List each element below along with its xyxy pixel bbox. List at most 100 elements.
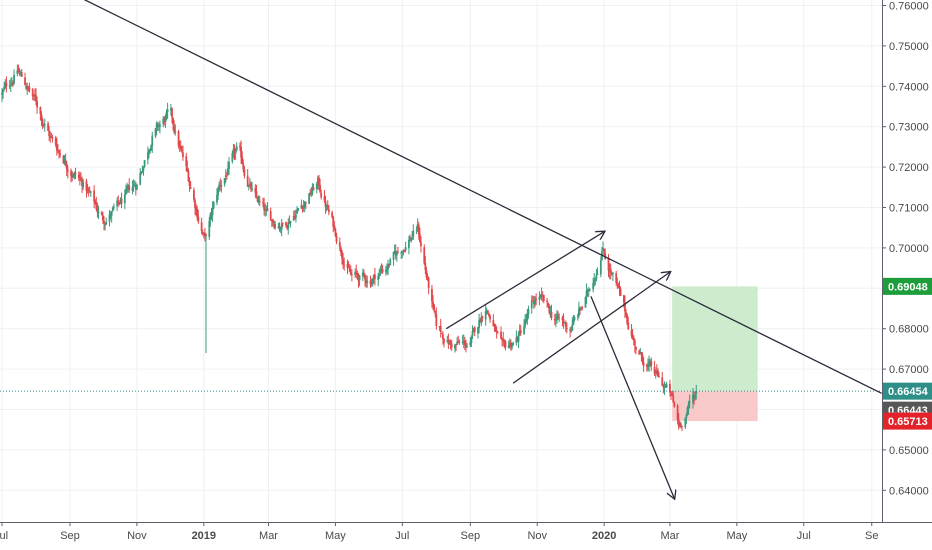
candle-body — [25, 85, 28, 89]
candle-body — [12, 83, 14, 85]
candle-body — [456, 341, 459, 345]
candle-body — [77, 174, 80, 178]
candle-body — [81, 179, 83, 187]
candle-body — [556, 315, 558, 319]
candle-body — [34, 94, 36, 97]
candle-body — [470, 336, 473, 344]
candle-body — [165, 112, 168, 118]
candle-body — [150, 145, 153, 151]
candle-body — [255, 191, 258, 196]
candle-body — [70, 170, 72, 177]
candle-body — [196, 209, 199, 218]
candle-body — [297, 208, 300, 211]
candle-body — [542, 295, 545, 301]
candle-body — [553, 318, 556, 321]
candle-body — [288, 221, 291, 224]
candle-body — [287, 222, 290, 229]
candle-body — [411, 237, 414, 239]
candle-body — [74, 172, 77, 175]
candle-body — [280, 223, 283, 230]
candle-body — [1, 92, 3, 95]
price-tick-label: 0.65000 — [889, 445, 929, 457]
time-tick-label: May — [325, 530, 346, 542]
candle-body — [335, 235, 338, 242]
candle-body — [93, 190, 96, 202]
candle-body — [635, 346, 637, 350]
candle-body — [308, 193, 310, 204]
candle-body — [695, 391, 698, 394]
candle-body — [661, 377, 664, 386]
candle-body — [500, 331, 502, 339]
candle-body — [312, 187, 315, 191]
candle-body — [257, 200, 260, 203]
candle-body — [26, 86, 29, 89]
resistance-trendline[interactable] — [80, 0, 882, 394]
candle-body — [320, 192, 323, 198]
candle-body — [404, 247, 407, 251]
candle-body — [185, 156, 188, 167]
candle-body — [504, 341, 507, 348]
candle-body — [112, 206, 115, 208]
candle-body — [397, 251, 399, 253]
candle-body — [350, 274, 353, 276]
candle-body — [49, 136, 52, 138]
candle-body — [201, 232, 204, 234]
candle-body — [602, 248, 604, 251]
candle-body — [103, 220, 105, 224]
arrow-trendline[interactable] — [445, 232, 604, 330]
arrow-trendline[interactable] — [590, 296, 674, 498]
candle-body — [4, 83, 7, 88]
candle-body — [323, 196, 326, 201]
price-axis[interactable]: 0.76000 0.75000 0.74000 0.73000 0.72000 0.710… — [882, 0, 932, 550]
candle-body — [211, 207, 214, 215]
candle-body — [650, 361, 653, 366]
candle-body — [334, 228, 337, 236]
candle-body — [384, 269, 387, 272]
time-tick-label: Jul — [797, 530, 811, 542]
candle-body — [380, 270, 383, 272]
candle-body — [389, 259, 392, 266]
candle-body — [576, 315, 579, 317]
candle-body — [171, 108, 173, 118]
price-tick-label: 0.64000 — [889, 485, 929, 497]
candle-body — [581, 307, 584, 309]
candle-body — [481, 315, 484, 319]
candle-body — [346, 263, 349, 268]
candle-body — [619, 289, 622, 297]
candle-body — [10, 82, 13, 86]
candle-body — [672, 395, 675, 402]
candle-body — [293, 216, 296, 219]
candle-body — [427, 277, 430, 288]
candle-body — [20, 72, 23, 77]
candle-body — [471, 331, 474, 337]
candle-body — [292, 215, 295, 221]
candle-body — [377, 275, 380, 280]
candle-body — [64, 160, 67, 165]
trendlines[interactable] — [80, 0, 882, 498]
candle-body — [272, 219, 274, 223]
candle-body — [5, 82, 8, 87]
candle-body — [209, 213, 212, 221]
candle-body — [538, 296, 541, 300]
candle-body — [408, 240, 410, 249]
candle-body — [227, 168, 229, 176]
candle-body — [266, 208, 269, 212]
candle-body — [492, 320, 495, 327]
candle-body — [355, 271, 358, 273]
candle-body — [187, 171, 190, 182]
price-tick-label: 0.74000 — [889, 81, 929, 93]
time-tick-label: Mar — [660, 530, 679, 542]
price-tick-label: 0.70000 — [889, 243, 929, 255]
candle-body — [116, 200, 119, 207]
candle-body — [54, 137, 57, 145]
arrow-trendline[interactable] — [512, 272, 670, 384]
candle-body — [462, 340, 465, 342]
candle-body — [86, 189, 89, 191]
candle-body — [442, 334, 444, 340]
candle-body — [625, 312, 627, 316]
candle-body — [579, 308, 581, 310]
time-axis[interactable]: Jul Sep Nov 2019 Mar May Jul Sep Nov 2020 Mar May Ju… — [0, 522, 932, 542]
candle-body — [400, 252, 403, 254]
